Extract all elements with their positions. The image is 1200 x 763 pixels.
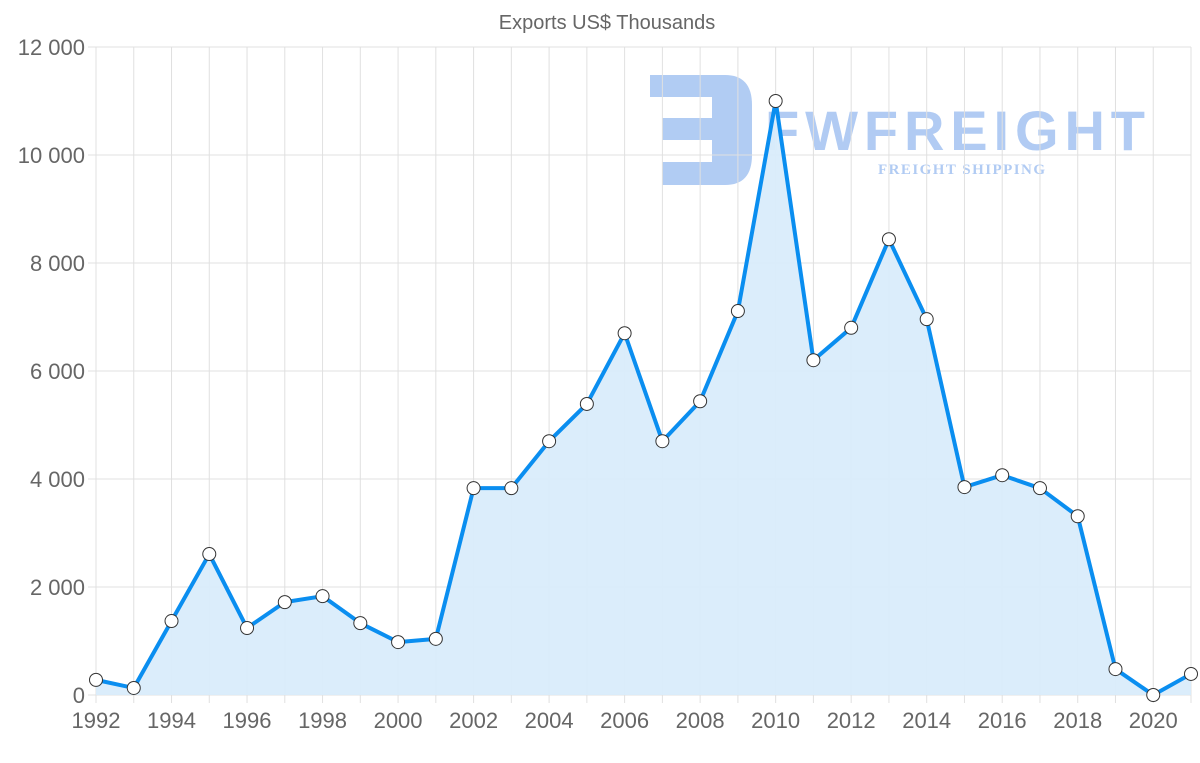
- y-tick-label: 10 000: [18, 143, 85, 168]
- x-tick-label: 2012: [827, 708, 876, 733]
- chart-title: Exports US$ Thousands: [499, 12, 715, 34]
- data-point-2010[interactable]: [768, 94, 783, 108]
- data-point-2009[interactable]: [730, 304, 745, 319]
- y-tick-label: 4 000: [30, 467, 85, 492]
- data-point-1994[interactable]: [164, 614, 179, 629]
- x-tick-label: 1992: [72, 708, 121, 733]
- data-point-2020[interactable]: [1146, 688, 1161, 702]
- svg-text:FREIGHT SHIPPING: FREIGHT SHIPPING: [878, 162, 1045, 178]
- data-point-2012[interactable]: [844, 320, 859, 335]
- data-point-2018[interactable]: [1070, 509, 1085, 524]
- y-tick-label: 12 000: [18, 35, 85, 60]
- data-point-2021[interactable]: [1184, 666, 1198, 681]
- watermark-logo: FWFREIGHT FREIGHT SHIPPING: [650, 75, 1145, 185]
- y-tick-label: 0: [73, 683, 85, 708]
- x-tick-label: 2018: [1053, 708, 1102, 733]
- x-tick-label: 2004: [525, 708, 574, 733]
- x-tick-label: 2010: [751, 708, 800, 733]
- x-tick-label: 2000: [374, 708, 423, 733]
- data-point-1996[interactable]: [240, 621, 255, 636]
- x-tick-label: 1996: [223, 708, 272, 733]
- data-point-2019[interactable]: [1108, 662, 1123, 677]
- x-tick-label: 1998: [298, 708, 347, 733]
- data-point-2001[interactable]: [428, 631, 443, 646]
- data-point-2016[interactable]: [995, 468, 1010, 483]
- data-point-2013[interactable]: [881, 232, 896, 247]
- area-fill: [96, 101, 1191, 695]
- y-tick-label: 2 000: [30, 575, 85, 600]
- data-point-2002[interactable]: [466, 481, 481, 496]
- data-point-1999[interactable]: [353, 616, 368, 631]
- data-point-2008[interactable]: [693, 394, 708, 409]
- x-tick-label: 2020: [1129, 708, 1178, 733]
- x-tick-label: 2014: [902, 708, 951, 733]
- data-point-2004[interactable]: [542, 434, 557, 449]
- data-point-1992[interactable]: [89, 672, 103, 687]
- data-point-1997[interactable]: [277, 595, 292, 610]
- data-point-2014[interactable]: [919, 312, 934, 327]
- x-tick-label: 2008: [676, 708, 725, 733]
- data-point-2000[interactable]: [391, 635, 406, 650]
- data-point-1993[interactable]: [126, 680, 141, 695]
- data-point-2011[interactable]: [806, 353, 821, 368]
- data-point-2005[interactable]: [579, 396, 594, 411]
- y-tick-label: 8 000: [30, 251, 85, 276]
- x-tick-label: 2016: [978, 708, 1027, 733]
- data-point-2015[interactable]: [957, 480, 972, 495]
- x-tick-label: 1994: [147, 708, 196, 733]
- data-point-2007[interactable]: [655, 434, 670, 449]
- data-point-2017[interactable]: [1032, 481, 1047, 496]
- data-point-1998[interactable]: [315, 589, 330, 604]
- x-tick-label: 2002: [449, 708, 498, 733]
- x-tick-label: 2006: [600, 708, 649, 733]
- data-point-1995[interactable]: [202, 547, 217, 562]
- data-point-2006[interactable]: [617, 326, 632, 341]
- data-point-2003[interactable]: [504, 481, 519, 496]
- svg-text:FWFREIGHT: FWFREIGHT: [765, 99, 1145, 162]
- y-tick-label: 6 000: [30, 359, 85, 384]
